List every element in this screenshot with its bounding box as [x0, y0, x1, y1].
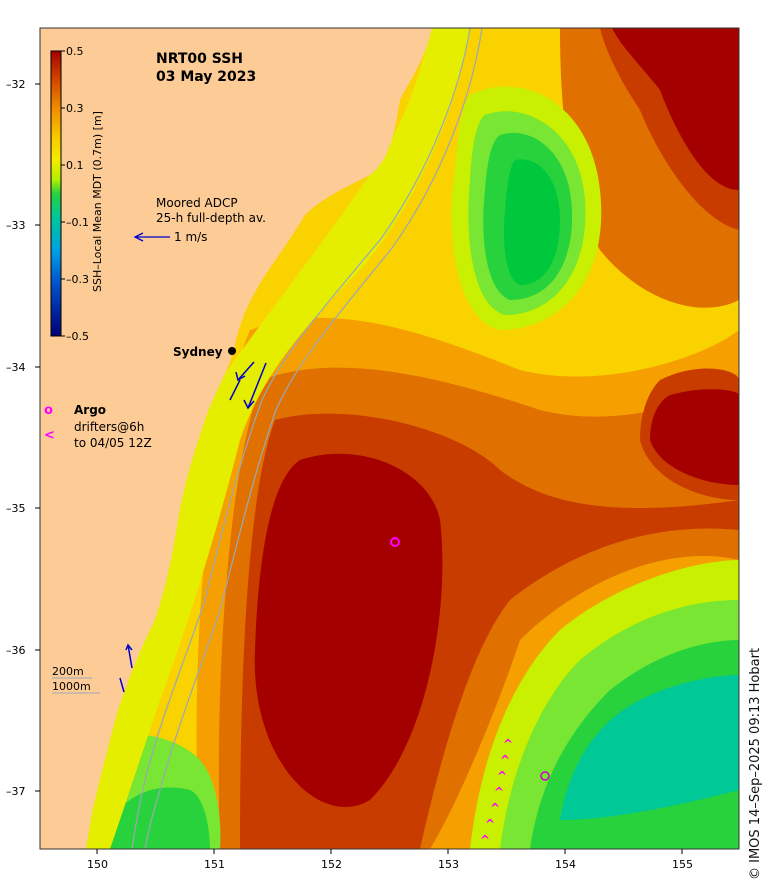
- lat-tick: –36: [6, 644, 26, 657]
- adcp-vectors: [119, 361, 267, 693]
- svg-text:^: ^: [494, 785, 504, 799]
- isobath-200m: [131, 28, 471, 849]
- svg-text:^: ^: [480, 833, 490, 847]
- adcp-label-line1: Moored ADCP: [156, 196, 238, 210]
- argo-float[interactable]: [390, 537, 400, 547]
- lon-tick: 155: [672, 858, 693, 871]
- lon-tick: 154: [555, 858, 576, 871]
- lat-tick: –32: [6, 78, 26, 91]
- lat-tick: –35: [6, 502, 26, 515]
- map-title-line2: 03 May 2023: [156, 69, 256, 85]
- colorbar-tick: –0.5: [66, 330, 89, 343]
- drifter-track: ^ ^ ^ ^ ^ ^ ^: [480, 737, 513, 847]
- svg-text:^: ^: [490, 801, 500, 815]
- drifter-legend-symbol: <: [44, 428, 55, 443]
- colorbar: 0.5 0.3 0.1 –0.1 –0.3 –0.5 SSH–Local Mea…: [50, 45, 104, 343]
- lat-tick: –33: [6, 219, 26, 232]
- lat-tick: –37: [6, 785, 26, 798]
- colorbar-tick: –0.1: [66, 216, 89, 229]
- svg-text:^: ^: [503, 737, 513, 751]
- lat-tick: –34: [6, 361, 26, 374]
- sydney-marker: [228, 347, 236, 355]
- colorbar-tick: –0.3: [66, 273, 89, 286]
- lon-tick: 151: [204, 858, 225, 871]
- lat-axis: [35, 83, 40, 792]
- adcp-scale-label: 1 m/s: [174, 230, 207, 244]
- drifter-legend-label-2: to 04/05 12Z: [74, 436, 152, 450]
- colorbar-tick: 0.3: [66, 102, 84, 115]
- colorbar-label: SSH–Local Mean MDT (0.7m) [m]: [91, 111, 104, 292]
- map-frame: [39, 27, 740, 850]
- svg-text:^: ^: [485, 817, 495, 831]
- svg-text:^: ^: [497, 769, 507, 783]
- svg-text:^: ^: [500, 753, 510, 767]
- argo-legend-label: Argo: [74, 403, 106, 417]
- adcp-scale-arrow: [133, 232, 170, 242]
- lon-tick: 153: [438, 858, 459, 871]
- lon-tick: 152: [321, 858, 342, 871]
- argo-float[interactable]: [540, 771, 550, 781]
- drifter-legend-label-1: drifters@6h: [74, 420, 144, 434]
- isobath-1000m: [144, 28, 483, 849]
- lon-tick: 150: [87, 858, 108, 871]
- lon-axis: [96, 849, 683, 854]
- sydney-label: Sydney: [173, 345, 223, 359]
- map-title-line1: NRT00 SSH: [156, 51, 243, 67]
- isobath-legend-200m: 200m: [52, 665, 84, 678]
- map-field: ^ ^ ^ ^ ^ ^ ^: [40, 28, 739, 849]
- land-mass: [40, 28, 432, 849]
- copyright-credit: © IMOS 14–Sep–2025 09:13 Hobart: [748, 647, 763, 880]
- adcp-label-line2: 25-h full-depth av.: [156, 211, 266, 225]
- isobath-legend-1000m: 1000m: [52, 680, 91, 693]
- colorbar-tick: 0.5: [66, 45, 84, 58]
- argo-legend-symbol: o: [44, 403, 53, 418]
- colorbar-tick: 0.1: [66, 159, 84, 172]
